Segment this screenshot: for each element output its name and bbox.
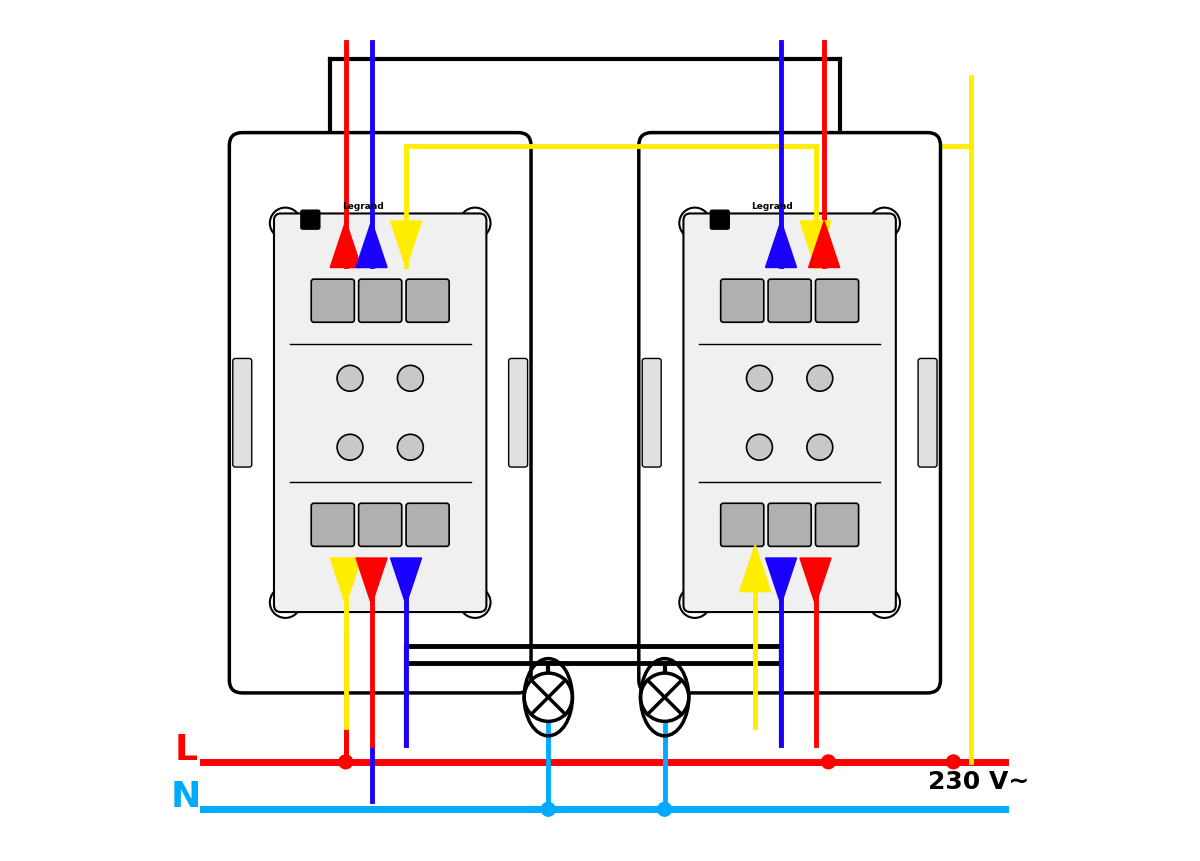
Text: Legrand: Legrand <box>751 202 793 211</box>
Text: 230 V∼: 230 V∼ <box>928 770 1028 793</box>
Polygon shape <box>766 559 797 604</box>
Circle shape <box>460 587 491 618</box>
Polygon shape <box>800 222 832 269</box>
Circle shape <box>822 755 835 769</box>
FancyBboxPatch shape <box>229 133 532 693</box>
FancyBboxPatch shape <box>359 280 402 323</box>
Circle shape <box>338 755 353 769</box>
Circle shape <box>337 366 362 392</box>
FancyBboxPatch shape <box>918 359 937 468</box>
FancyBboxPatch shape <box>301 211 320 230</box>
FancyBboxPatch shape <box>311 504 354 547</box>
FancyBboxPatch shape <box>233 359 252 468</box>
Polygon shape <box>356 559 388 604</box>
Polygon shape <box>330 222 361 269</box>
Text: N: N <box>172 779 202 814</box>
Circle shape <box>947 755 960 769</box>
Circle shape <box>641 673 689 722</box>
Circle shape <box>270 208 301 239</box>
Polygon shape <box>800 559 832 604</box>
Circle shape <box>679 208 710 239</box>
FancyBboxPatch shape <box>359 504 402 547</box>
Circle shape <box>337 435 362 461</box>
Circle shape <box>869 208 900 239</box>
Circle shape <box>746 435 773 461</box>
FancyBboxPatch shape <box>816 280 859 323</box>
Circle shape <box>746 366 773 392</box>
FancyBboxPatch shape <box>721 280 763 323</box>
Circle shape <box>524 673 572 722</box>
Text: L: L <box>175 732 198 766</box>
Polygon shape <box>356 222 388 269</box>
Polygon shape <box>739 546 770 592</box>
FancyBboxPatch shape <box>768 280 811 323</box>
FancyBboxPatch shape <box>406 504 449 547</box>
Circle shape <box>397 435 424 461</box>
Circle shape <box>658 802 672 816</box>
Circle shape <box>460 208 491 239</box>
FancyBboxPatch shape <box>684 214 896 612</box>
FancyBboxPatch shape <box>710 211 730 230</box>
Polygon shape <box>330 559 361 604</box>
Polygon shape <box>390 222 421 269</box>
FancyBboxPatch shape <box>509 359 528 468</box>
Circle shape <box>869 587 900 618</box>
FancyBboxPatch shape <box>274 214 486 612</box>
FancyBboxPatch shape <box>816 504 859 547</box>
Circle shape <box>541 802 556 816</box>
Polygon shape <box>809 222 840 269</box>
Circle shape <box>806 366 833 392</box>
Circle shape <box>679 587 710 618</box>
Circle shape <box>806 435 833 461</box>
FancyBboxPatch shape <box>406 280 449 323</box>
Circle shape <box>397 366 424 392</box>
Polygon shape <box>766 222 797 269</box>
FancyBboxPatch shape <box>768 504 811 547</box>
Text: Legrand: Legrand <box>342 202 384 211</box>
FancyBboxPatch shape <box>721 504 763 547</box>
FancyBboxPatch shape <box>638 133 941 693</box>
FancyBboxPatch shape <box>311 280 354 323</box>
Circle shape <box>270 587 301 618</box>
FancyBboxPatch shape <box>642 359 661 468</box>
Polygon shape <box>390 559 421 604</box>
